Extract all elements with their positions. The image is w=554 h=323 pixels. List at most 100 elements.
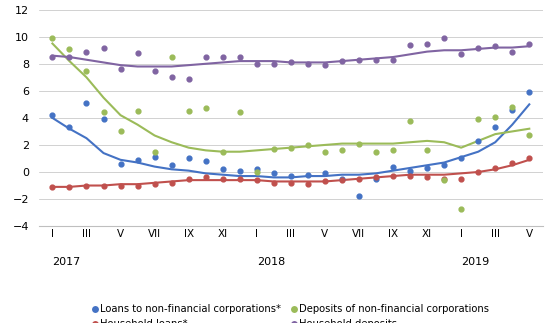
Point: [65, 184, 74, 190]
Point: [286, 145, 295, 150]
Point: [82, 68, 91, 73]
Point: [440, 36, 449, 41]
Point: [525, 133, 534, 138]
Point: [304, 61, 312, 67]
Point: [48, 113, 57, 118]
Point: [355, 141, 363, 146]
Point: [269, 180, 278, 185]
Point: [133, 109, 142, 114]
Point: [116, 183, 125, 188]
Point: [320, 179, 329, 184]
Point: [508, 105, 517, 110]
Point: [423, 148, 432, 153]
Point: [372, 176, 381, 181]
Point: [406, 173, 414, 179]
Point: [184, 176, 193, 181]
Point: [355, 57, 363, 62]
Point: [491, 44, 500, 49]
Point: [337, 148, 346, 153]
Point: [218, 149, 227, 154]
Point: [508, 107, 517, 112]
Point: [406, 118, 414, 123]
Point: [218, 167, 227, 172]
Point: [99, 183, 108, 188]
Point: [440, 178, 449, 183]
Point: [355, 194, 363, 199]
Point: [116, 129, 125, 134]
Point: [218, 176, 227, 181]
Point: [474, 138, 483, 143]
Text: 2017: 2017: [53, 257, 81, 267]
Point: [337, 178, 346, 183]
Point: [355, 176, 363, 181]
Point: [116, 161, 125, 166]
Point: [150, 154, 159, 160]
Point: [201, 175, 210, 180]
Point: [82, 49, 91, 54]
Point: [456, 176, 465, 181]
Point: [406, 42, 414, 47]
Point: [133, 50, 142, 56]
Point: [320, 149, 329, 154]
Point: [474, 45, 483, 50]
Point: [388, 173, 397, 179]
Point: [320, 171, 329, 176]
Point: [82, 100, 91, 106]
Point: [201, 159, 210, 164]
Point: [525, 89, 534, 95]
Point: [253, 61, 261, 67]
Point: [133, 157, 142, 162]
Point: [525, 41, 534, 46]
Point: [508, 49, 517, 54]
Point: [372, 149, 381, 154]
Point: [372, 175, 381, 180]
Point: [65, 125, 74, 130]
Point: [337, 58, 346, 64]
Point: [456, 156, 465, 161]
Point: [286, 173, 295, 179]
Point: [184, 76, 193, 81]
Point: [133, 183, 142, 188]
Point: [269, 171, 278, 176]
Point: [82, 183, 91, 188]
Point: [184, 156, 193, 161]
Point: [388, 57, 397, 62]
Point: [286, 60, 295, 65]
Point: [456, 52, 465, 57]
Point: [65, 55, 74, 60]
Point: [304, 142, 312, 148]
Point: [423, 41, 432, 46]
Point: [253, 167, 261, 172]
Text: 2019: 2019: [461, 257, 489, 267]
Point: [201, 106, 210, 111]
Point: [116, 67, 125, 72]
Point: [423, 175, 432, 180]
Point: [235, 168, 244, 173]
Point: [167, 180, 176, 185]
Point: [253, 178, 261, 183]
Point: [406, 168, 414, 173]
Point: [65, 46, 74, 51]
Point: [253, 169, 261, 174]
Point: [491, 165, 500, 171]
Point: [235, 176, 244, 181]
Point: [184, 109, 193, 114]
Point: [304, 172, 312, 177]
Point: [235, 110, 244, 115]
Point: [150, 68, 159, 73]
Point: [235, 55, 244, 60]
Point: [440, 176, 449, 181]
Legend: Loans to non-financial corporations*, Household loans*, Deposits of non-financia: Loans to non-financial corporations*, Ho…: [88, 300, 494, 323]
Point: [388, 164, 397, 169]
Point: [99, 117, 108, 122]
Point: [491, 125, 500, 130]
Point: [508, 160, 517, 165]
Point: [167, 75, 176, 80]
Point: [456, 206, 465, 211]
Point: [423, 165, 432, 171]
Point: [48, 55, 57, 60]
Point: [269, 61, 278, 67]
Point: [440, 163, 449, 168]
Point: [201, 55, 210, 60]
Point: [372, 57, 381, 62]
